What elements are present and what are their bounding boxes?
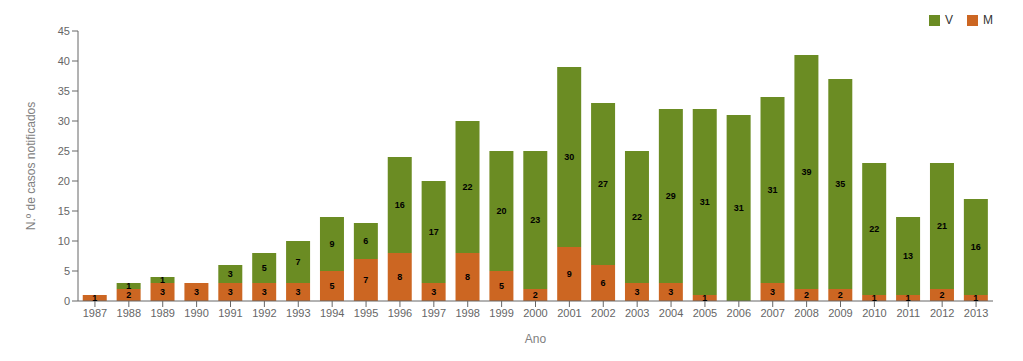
svg-text:2012: 2012 — [930, 307, 954, 319]
svg-text:15: 15 — [58, 205, 70, 217]
svg-text:2: 2 — [838, 290, 843, 300]
svg-text:2004: 2004 — [659, 307, 683, 319]
svg-text:N.º de casos notificados: N.º de casos notificados — [24, 102, 38, 230]
svg-text:1: 1 — [702, 293, 707, 303]
svg-text:9: 9 — [567, 269, 572, 279]
svg-text:0: 0 — [64, 295, 70, 307]
svg-text:3: 3 — [668, 287, 673, 297]
svg-text:2000: 2000 — [523, 307, 547, 319]
svg-text:2013: 2013 — [964, 307, 988, 319]
svg-text:27: 27 — [598, 179, 608, 189]
svg-text:30: 30 — [58, 115, 70, 127]
svg-text:1993: 1993 — [286, 307, 310, 319]
svg-text:16: 16 — [395, 200, 405, 210]
svg-text:22: 22 — [632, 212, 642, 222]
svg-text:2006: 2006 — [727, 307, 751, 319]
svg-text:35: 35 — [835, 179, 845, 189]
svg-text:1989: 1989 — [150, 307, 174, 319]
svg-text:31: 31 — [768, 185, 778, 195]
svg-text:1992: 1992 — [252, 307, 276, 319]
svg-text:3: 3 — [296, 287, 301, 297]
svg-text:40: 40 — [58, 55, 70, 67]
svg-text:1994: 1994 — [320, 307, 344, 319]
svg-text:1: 1 — [906, 293, 911, 303]
svg-text:2002: 2002 — [591, 307, 615, 319]
svg-text:6: 6 — [363, 236, 368, 246]
svg-text:3: 3 — [262, 287, 267, 297]
svg-text:1990: 1990 — [184, 307, 208, 319]
svg-text:5: 5 — [329, 281, 334, 291]
svg-text:8: 8 — [465, 272, 470, 282]
svg-text:2: 2 — [939, 290, 944, 300]
svg-text:2009: 2009 — [828, 307, 852, 319]
svg-text:5: 5 — [499, 281, 504, 291]
svg-text:3: 3 — [194, 287, 199, 297]
html-text:V: V — [945, 13, 953, 27]
svg-text:2003: 2003 — [625, 307, 649, 319]
svg-text:35: 35 — [58, 85, 70, 97]
svg-text:3: 3 — [770, 287, 775, 297]
svg-text:20: 20 — [58, 175, 70, 187]
svg-text:1999: 1999 — [489, 307, 513, 319]
svg-text:1: 1 — [126, 281, 131, 291]
svg-text:3: 3 — [160, 287, 165, 297]
svg-text:22: 22 — [463, 182, 473, 192]
svg-text:1: 1 — [872, 293, 877, 303]
svg-text:1995: 1995 — [354, 307, 378, 319]
svg-text:21: 21 — [937, 221, 947, 231]
html-text:M: M — [983, 13, 993, 27]
svg-text:2: 2 — [804, 290, 809, 300]
svg-text:22: 22 — [869, 224, 879, 234]
svg-text:2005: 2005 — [693, 307, 717, 319]
svg-text:2008: 2008 — [794, 307, 818, 319]
svg-text:31: 31 — [734, 203, 744, 213]
svg-text:3: 3 — [634, 287, 639, 297]
svg-text:5: 5 — [262, 263, 267, 273]
svg-text:2001: 2001 — [557, 307, 581, 319]
svg-text:3: 3 — [228, 287, 233, 297]
svg-text:1: 1 — [160, 275, 165, 285]
svg-text:1991: 1991 — [218, 307, 242, 319]
svg-text:25: 25 — [58, 145, 70, 157]
svg-text:45: 45 — [58, 25, 70, 37]
svg-text:20: 20 — [496, 206, 506, 216]
svg-text:39: 39 — [801, 167, 811, 177]
svg-text:13: 13 — [903, 251, 913, 261]
svg-text:1997: 1997 — [422, 307, 446, 319]
svg-text:2011: 2011 — [896, 307, 920, 319]
svg-text:2: 2 — [126, 290, 131, 300]
svg-text:29: 29 — [666, 191, 676, 201]
svg-text:9: 9 — [329, 239, 334, 249]
svg-text:2007: 2007 — [760, 307, 784, 319]
svg-text:Ano: Ano — [525, 332, 547, 346]
svg-text:1: 1 — [92, 293, 97, 303]
svg-text:7: 7 — [363, 275, 368, 285]
svg-text:5: 5 — [64, 265, 70, 277]
svg-text:17: 17 — [429, 227, 439, 237]
svg-text:1998: 1998 — [455, 307, 479, 319]
svg-text:1: 1 — [973, 293, 978, 303]
svg-text:7: 7 — [296, 257, 301, 267]
svg-text:8: 8 — [397, 272, 402, 282]
svg-text:6: 6 — [601, 278, 606, 288]
svg-text:30: 30 — [564, 152, 574, 162]
svg-text:3: 3 — [228, 269, 233, 279]
svg-text:2: 2 — [533, 290, 538, 300]
svg-text:1996: 1996 — [388, 307, 412, 319]
svg-text:31: 31 — [700, 197, 710, 207]
svg-text:3: 3 — [431, 287, 436, 297]
svg-text:16: 16 — [971, 242, 981, 252]
svg-text:1987: 1987 — [83, 307, 107, 319]
svg-text:1988: 1988 — [117, 307, 141, 319]
svg-text:2010: 2010 — [862, 307, 886, 319]
svg-text:23: 23 — [530, 215, 540, 225]
svg-text:10: 10 — [58, 235, 70, 247]
